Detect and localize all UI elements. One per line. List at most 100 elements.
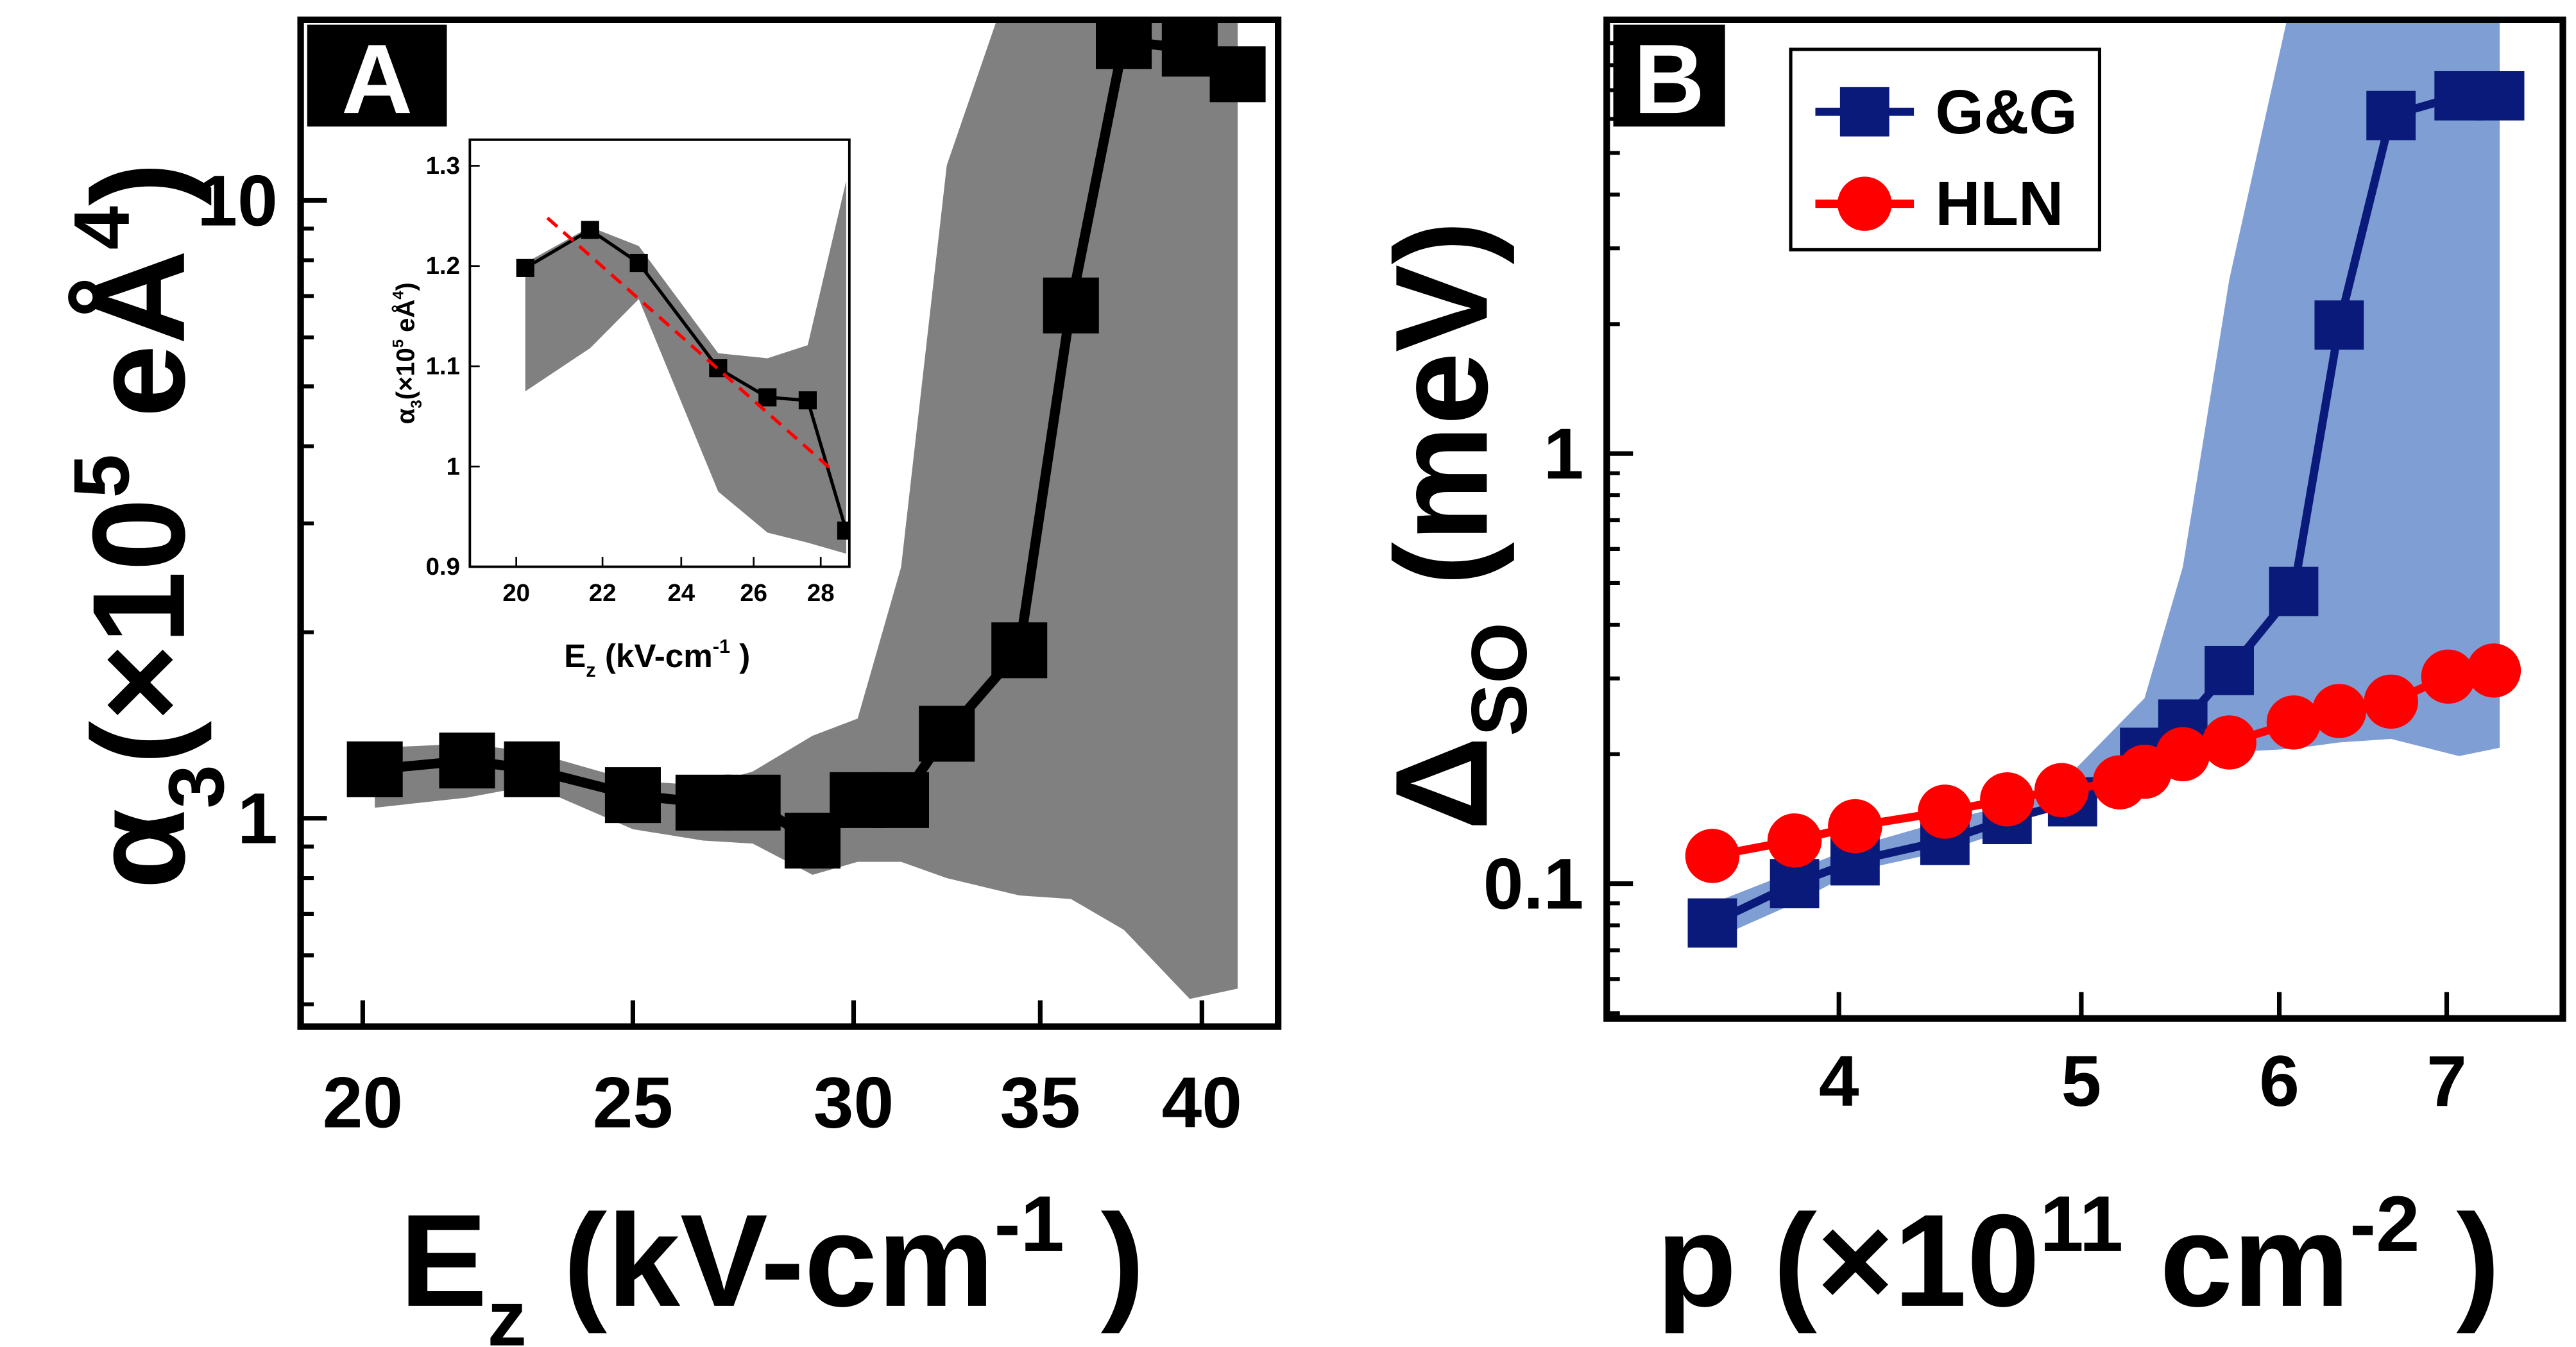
y-tick-label: 1.2 xyxy=(426,252,460,280)
marker xyxy=(798,391,817,410)
x-tick-label: 20 xyxy=(502,579,530,607)
marker xyxy=(439,733,495,789)
label-sub: 3 xyxy=(408,400,425,408)
marker xyxy=(2314,300,2364,350)
x-tick-label: 20 xyxy=(323,1062,403,1142)
panel: 20 22 24 26 280.911.11.21.3Ez (kV-cm-1 )α3(×… xyxy=(389,138,851,681)
marker xyxy=(1161,21,1218,77)
marker xyxy=(604,767,661,824)
uncertainty-band xyxy=(525,180,846,554)
y-tick-label: 0.9 xyxy=(426,553,460,580)
marker xyxy=(1095,19,1152,69)
label-text: (kV-cm xyxy=(596,638,713,674)
label-sup: -1 xyxy=(713,635,730,657)
marker xyxy=(1980,772,2034,827)
y-tick-label: 0.1 xyxy=(1483,843,1584,924)
label-text: ) xyxy=(1064,1188,1145,1334)
marker xyxy=(516,258,534,277)
marker xyxy=(2475,71,2525,121)
label-sub: 3 xyxy=(153,765,241,808)
x-tick-label: 35 xyxy=(1000,1062,1080,1142)
marker xyxy=(758,388,777,407)
y-tick-label: 1.1 xyxy=(426,353,460,380)
axis-label: α3(×105 eÅ4) xyxy=(389,282,425,424)
label-text: E xyxy=(564,638,586,674)
label-text: Δ xyxy=(1369,736,1515,831)
y-tick-label: 1 xyxy=(1544,413,1584,494)
y-tick-label: 1 xyxy=(237,778,278,859)
y-tick-label: 1 xyxy=(447,453,460,480)
legend-marker xyxy=(1838,176,1892,231)
marker xyxy=(2269,566,2319,616)
label-sup: 4 xyxy=(58,206,146,250)
label-text: cm xyxy=(2123,1188,2350,1334)
marker xyxy=(2205,645,2255,695)
axis-label: Ez (kV-cm-1 ) xyxy=(400,1180,1145,1347)
label-sub: SO xyxy=(1456,622,1544,736)
uncertainty-band xyxy=(375,19,1238,999)
x-tick-label: 4 xyxy=(1819,1040,1859,1121)
marker xyxy=(2364,674,2418,729)
marker xyxy=(919,706,975,762)
marker xyxy=(2366,90,2416,140)
marker xyxy=(1828,799,1882,854)
y-tick-label: 1.3 xyxy=(426,152,460,180)
label-sup: 5 xyxy=(58,454,146,498)
label-sup: 4 xyxy=(389,291,407,300)
marker xyxy=(2466,643,2521,698)
y-tick-label: 10 xyxy=(197,160,277,241)
label-text: ) xyxy=(391,282,420,291)
plot-area xyxy=(346,19,1266,999)
marker xyxy=(2421,649,2476,704)
x-tick-label: 40 xyxy=(1162,1062,1242,1142)
label-sup: 5 xyxy=(389,339,407,348)
x-tick-label: 28 xyxy=(807,579,835,607)
label-text: α xyxy=(66,808,212,889)
label-sub: z xyxy=(586,659,595,681)
marker xyxy=(1209,46,1266,103)
marker xyxy=(2266,695,2321,750)
label-text: p (×10 xyxy=(1657,1188,2040,1334)
x-tick-label: 5 xyxy=(2061,1040,2102,1121)
marker xyxy=(2034,763,2089,818)
marker xyxy=(504,741,560,797)
marker xyxy=(1043,277,1099,334)
marker xyxy=(991,622,1048,679)
axis-label: ΔSO (meV) xyxy=(1369,221,1543,831)
panel-label-box xyxy=(1613,24,1725,127)
marker xyxy=(1685,829,1740,883)
x-tick-label: 25 xyxy=(593,1062,673,1142)
plot-area xyxy=(516,180,849,554)
marker xyxy=(629,253,648,273)
label-sup: -1 xyxy=(994,1180,1064,1268)
marker xyxy=(1687,898,1737,948)
marker xyxy=(1918,784,1972,839)
marker xyxy=(346,741,403,797)
axis-label: Ez (kV-cm-1 ) xyxy=(564,635,750,681)
legend-label: HLN xyxy=(1935,169,2063,239)
x-tick-label: 6 xyxy=(2259,1040,2299,1121)
label-text: (×10 xyxy=(391,348,420,400)
label-text: (meV) xyxy=(1369,221,1515,622)
marker xyxy=(2312,684,2367,738)
axes-frame xyxy=(468,138,851,568)
legend-label: G&G xyxy=(1935,77,2077,147)
x-tick-label: 30 xyxy=(814,1062,894,1142)
plot-area xyxy=(1685,19,2525,948)
label-text: E xyxy=(400,1188,488,1334)
marker xyxy=(724,774,781,831)
label-text: eÅ xyxy=(391,300,420,339)
label-sub: z xyxy=(488,1275,527,1347)
marker xyxy=(581,221,599,239)
marker xyxy=(675,774,731,831)
x-tick-label: 22 xyxy=(589,579,617,607)
label-text: ) xyxy=(730,638,750,674)
legend-marker xyxy=(1839,87,1889,137)
label-sup: -2 xyxy=(2350,1180,2419,1268)
marker xyxy=(2155,727,2210,782)
label-sup: 11 xyxy=(2040,1180,2123,1268)
panel-label-box xyxy=(307,24,447,127)
x-tick-label: 7 xyxy=(2427,1040,2467,1121)
